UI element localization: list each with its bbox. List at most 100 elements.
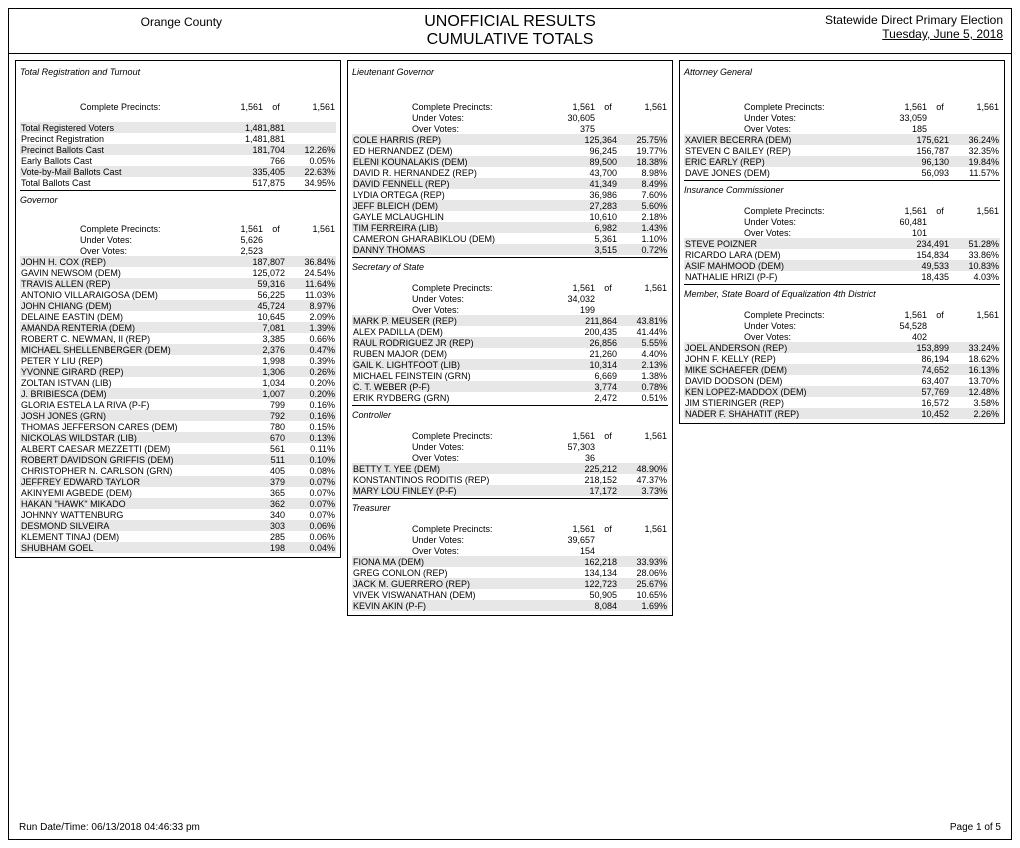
result-label: JOHN F. KELLY (REP) <box>685 354 889 364</box>
turnout-cp: Complete Precincts: 1,561 of 1,561 <box>20 101 336 112</box>
result-value: 405 <box>225 466 285 476</box>
under-v: 34,032 <box>535 294 595 304</box>
result-row: JOHN H. COX (REP)187,80736.84% <box>20 256 336 267</box>
cp-a: 1,561 <box>535 524 595 534</box>
cp-a: 1,561 <box>203 224 263 234</box>
cp-a: 1,561 <box>535 102 595 112</box>
cp-label: Complete Precincts: <box>412 283 535 293</box>
result-value: 10,610 <box>557 212 617 222</box>
result-pct: 13.70% <box>949 376 999 386</box>
result-pct: 0.39% <box>285 356 335 366</box>
result-label: DELAINE EASTIN (DEM) <box>21 312 225 322</box>
header-county: Orange County <box>17 13 346 49</box>
result-label: MIKE SCHAEFER (DEM) <box>685 365 889 375</box>
result-value: 45,724 <box>225 301 285 311</box>
over-v: 199 <box>535 305 595 315</box>
result-value: 3,515 <box>557 245 617 255</box>
result-pct: 0.07% <box>285 488 335 498</box>
result-value: 1,034 <box>225 378 285 388</box>
result-label: MICHAEL FEINSTEIN (GRN) <box>353 371 557 381</box>
ctrl-title: Controller <box>352 410 668 420</box>
result-row: JOSH JONES (GRN)7920.16% <box>20 410 336 421</box>
result-row: MARK P. MEUSER (REP)211,86443.81% <box>352 315 668 326</box>
over-label: Over Votes: <box>744 228 867 238</box>
over-v: 185 <box>867 124 927 134</box>
result-row: GAIL K. LIGHTFOOT (LIB)10,3142.13% <box>352 359 668 370</box>
result-pct: 5.60% <box>617 201 667 211</box>
result-label: CAMERON GHARABIKLOU (DEM) <box>353 234 557 244</box>
cp-a: 1,561 <box>203 102 263 112</box>
result-row: DANNY THOMAS3,5150.72% <box>352 244 668 255</box>
over-label: Over Votes: <box>412 546 535 556</box>
cp-b: 1,561 <box>621 102 667 112</box>
under-label: Under Votes: <box>412 113 535 123</box>
result-pct <box>285 134 335 144</box>
gov-rows: JOHN H. COX (REP)187,80736.84%GAVIN NEWS… <box>20 256 336 553</box>
result-label: TRAVIS ALLEN (REP) <box>21 279 225 289</box>
result-value: 18,435 <box>889 272 949 282</box>
under-label: Under Votes: <box>80 235 203 245</box>
over-v: 154 <box>535 546 595 556</box>
cp-of: of <box>927 102 953 112</box>
result-pct: 7.60% <box>617 190 667 200</box>
ctrl-under: Under Votes: 57,303 <box>352 441 668 452</box>
result-value: 1,481,881 <box>225 134 285 144</box>
result-value: 96,245 <box>557 146 617 156</box>
result-label: BETTY T. YEE (DEM) <box>353 464 557 474</box>
result-row: KLEMENT TINAJ (DEM)2850.06% <box>20 531 336 542</box>
result-label: Vote-by-Mail Ballots Cast <box>21 167 225 177</box>
result-value: 362 <box>225 499 285 509</box>
result-pct: 18.62% <box>949 354 999 364</box>
result-row: KONSTANTINOS RODITIS (REP)218,15247.37% <box>352 474 668 485</box>
result-label: DAVID R. HERNANDEZ (REP) <box>353 168 557 178</box>
result-value: 63,407 <box>889 376 949 386</box>
under-label: Under Votes: <box>744 321 867 331</box>
result-pct: 1.69% <box>617 601 667 611</box>
result-row: NATHALIE HRIZI (P-F)18,4354.03% <box>684 271 1000 282</box>
cp-of: of <box>595 102 621 112</box>
tre-over: Over Votes: 154 <box>352 545 668 556</box>
ins-under: Under Votes: 60,481 <box>684 216 1000 227</box>
result-row: Early Ballots Cast7660.05% <box>20 155 336 166</box>
result-pct: 25.75% <box>617 135 667 145</box>
result-value: 10,645 <box>225 312 285 322</box>
result-row: Total Ballots Cast517,87534.95% <box>20 177 336 188</box>
result-value: 187,807 <box>225 257 285 267</box>
result-value: 134,134 <box>557 568 617 578</box>
result-row: RICARDO LARA (DEM)154,83433.86% <box>684 249 1000 260</box>
result-label: Precinct Registration <box>21 134 225 144</box>
cp-label: Complete Precincts: <box>744 310 867 320</box>
result-label: DAVID FENNELL (REP) <box>353 179 557 189</box>
result-value: 26,856 <box>557 338 617 348</box>
cp-label: Complete Precincts: <box>80 102 203 112</box>
result-row: THOMAS JEFFERSON CARES (DEM)7800.15% <box>20 421 336 432</box>
result-value: 225,212 <box>557 464 617 474</box>
boe-under: Under Votes: 54,528 <box>684 320 1000 331</box>
result-row: DAVID FENNELL (REP)41,3498.49% <box>352 178 668 189</box>
under-label: Under Votes: <box>744 113 867 123</box>
result-pct: 0.78% <box>617 382 667 392</box>
result-row: ELENI KOUNALAKIS (DEM)89,50018.38% <box>352 156 668 167</box>
ag-under: Under Votes: 33,059 <box>684 112 1000 123</box>
boe-cp: Complete Precincts: 1,561 of 1,561 <box>684 309 1000 320</box>
footer-page: Page 1 of 5 <box>950 822 1001 833</box>
result-pct: 33.93% <box>617 557 667 567</box>
result-row: JOHN F. KELLY (REP)86,19418.62% <box>684 353 1000 364</box>
result-value: 74,652 <box>889 365 949 375</box>
result-row: Precinct Registration1,481,881 <box>20 133 336 144</box>
result-pct: 4.40% <box>617 349 667 359</box>
result-value: 517,875 <box>225 178 285 188</box>
over-label: Over Votes: <box>744 332 867 342</box>
result-value: 1,481,881 <box>225 123 285 133</box>
result-value: 335,405 <box>225 167 285 177</box>
turnout-title: Total Registration and Turnout <box>20 67 336 77</box>
result-label: ED HERNANDEZ (DEM) <box>353 146 557 156</box>
result-row: ALBERT CAESAR MEZZETTI (DEM)5610.11% <box>20 443 336 454</box>
result-row: STEVEN C BAILEY (REP)156,78732.35% <box>684 145 1000 156</box>
result-value: 5,361 <box>557 234 617 244</box>
result-value: 1,007 <box>225 389 285 399</box>
result-pct: 48.90% <box>617 464 667 474</box>
gov-under: Under Votes: 5,626 <box>20 234 336 245</box>
result-pct: 0.47% <box>285 345 335 355</box>
result-pct: 22.63% <box>285 167 335 177</box>
